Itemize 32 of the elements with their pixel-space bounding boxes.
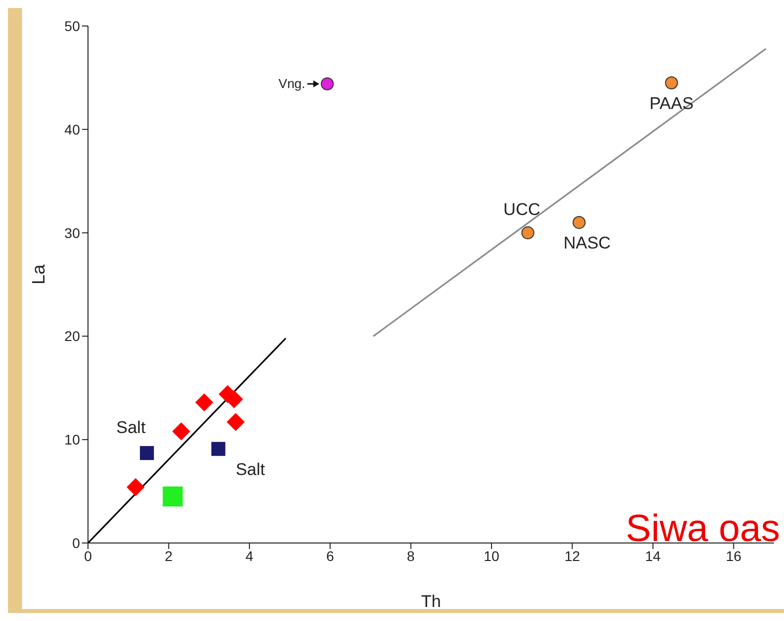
point (162, 486, 183, 506)
y-tick-label: 40 (64, 121, 80, 138)
annotation: Vng. (278, 76, 306, 91)
x-tick-label: 4 (246, 548, 254, 564)
x-tick-label: 2 (164, 548, 173, 564)
annotation: PAAS (649, 94, 694, 113)
point (665, 76, 678, 90)
y-tick-label: 10 (64, 432, 80, 448)
y-tick-label: 30 (64, 224, 80, 241)
x-tick-label: 0 (84, 548, 92, 564)
annotation: Salt (236, 460, 266, 479)
point (211, 442, 226, 456)
point (521, 226, 534, 240)
point (126, 478, 145, 496)
x-tick-label: 6 (326, 548, 334, 564)
y-tick-label: 20 (64, 328, 80, 344)
x-tick-label: 8 (406, 548, 415, 564)
point (320, 77, 334, 90)
y-tick-label: 50 (64, 18, 80, 34)
x-axis-title: Th (421, 592, 441, 611)
annotation: UCC (503, 200, 540, 219)
point (195, 393, 214, 412)
point (226, 413, 245, 432)
y-tick-label: 0 (72, 534, 80, 551)
x-tick-label: 12 (564, 548, 580, 564)
x-tick-label: 10 (484, 548, 500, 564)
y-axis-title: La (28, 263, 48, 284)
annotation: NASC (563, 233, 611, 252)
point (140, 446, 154, 460)
point (172, 422, 190, 440)
point (572, 216, 586, 229)
annotation: Salt (116, 418, 146, 438)
